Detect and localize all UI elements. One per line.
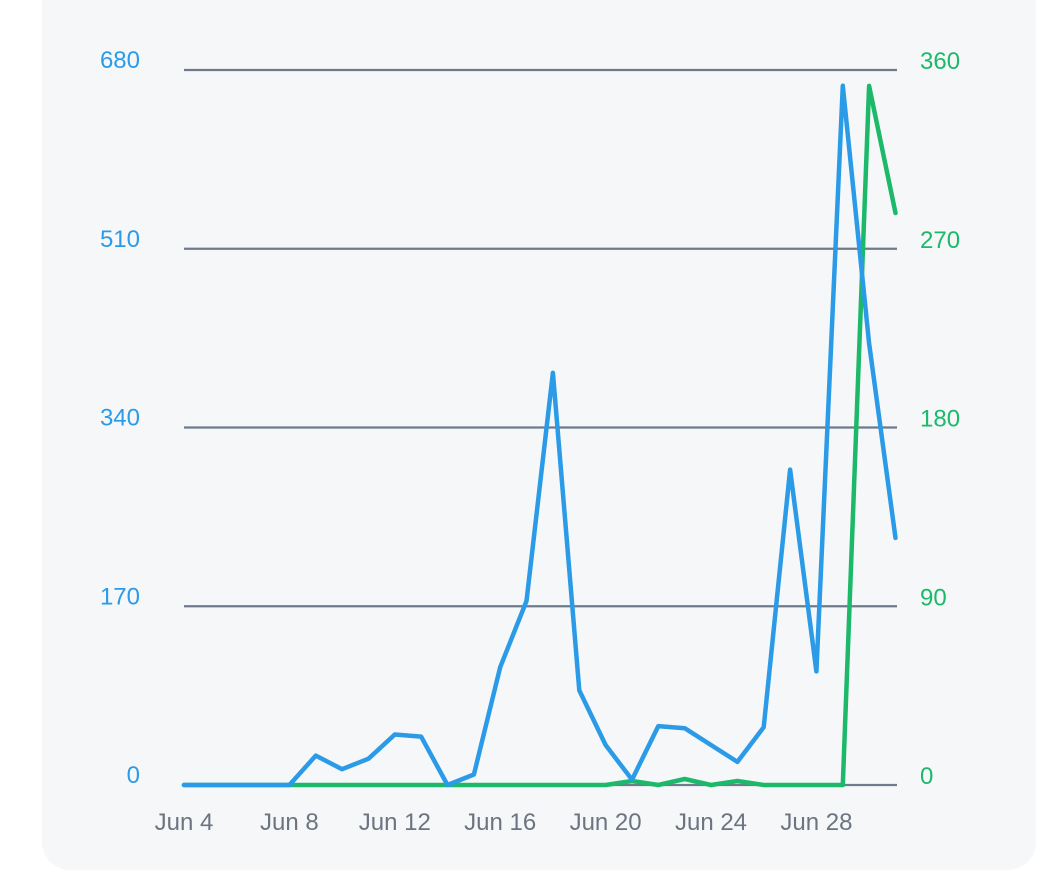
right-y-tick-label: 270 [920, 227, 960, 254]
right-y-tick-label: 90 [920, 584, 947, 611]
left-y-tick-label: 510 [100, 226, 140, 253]
x-tick-label: Jun 8 [260, 809, 319, 836]
x-tick-label: Jun 4 [155, 809, 214, 836]
right-y-tick-label: 180 [920, 406, 960, 433]
x-tick-label: Jun 12 [359, 809, 431, 836]
green-series-line [181, 83, 898, 788]
chart-card [42, 0, 1036, 870]
right-y-tick-label: 360 [920, 48, 960, 75]
left-y-tick-label: 340 [100, 405, 140, 432]
x-tick-label: Jun 16 [464, 809, 536, 836]
left-y-tick-label: 680 [100, 47, 140, 74]
blue-series-line [181, 83, 898, 788]
left-y-tick-label: 0 [127, 762, 140, 789]
left-y-tick-label: 170 [100, 583, 140, 610]
x-tick-label: Jun 28 [780, 809, 852, 836]
x-tick-label: Jun 24 [675, 809, 747, 836]
right-y-tick-label: 0 [920, 763, 933, 790]
x-tick-label: Jun 20 [570, 809, 642, 836]
